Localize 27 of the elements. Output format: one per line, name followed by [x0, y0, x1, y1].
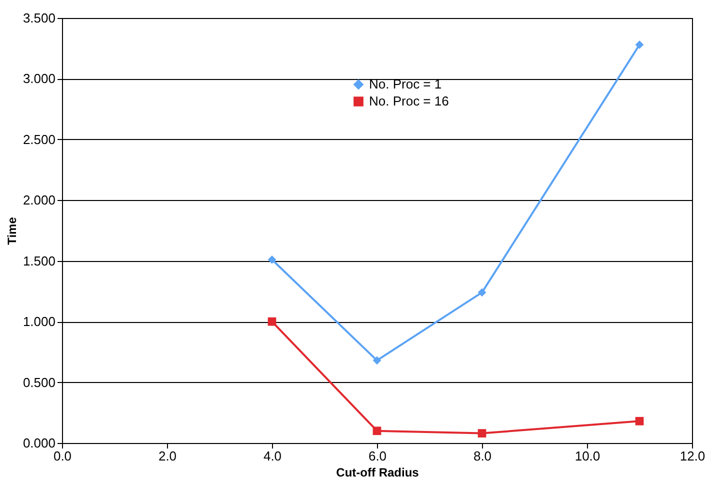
- x-axis-title: Cut-off Radius: [336, 466, 420, 480]
- y-axis-title: Time: [4, 216, 19, 245]
- x-tick-label: 6.0: [368, 448, 387, 464]
- point: [268, 317, 276, 326]
- y-tick-label: 2.500: [22, 132, 56, 147]
- x-tick-label: 12.0: [680, 448, 706, 464]
- y-tick-label: 2.000: [22, 192, 56, 208]
- y-tick-label: 0.000: [22, 436, 56, 450]
- x-tick-label: 8.0: [473, 448, 492, 464]
- y-tick-label: 3.000: [22, 71, 56, 86]
- y-tick-label: 3.500: [22, 10, 56, 26]
- y-tick-label: 1.000: [22, 314, 56, 330]
- point: [478, 429, 486, 438]
- x-tick-label: 4.0: [263, 448, 282, 464]
- y-tick-label: 0.500: [22, 374, 56, 390]
- point: [478, 288, 486, 297]
- y-tick-label: 1.500: [22, 253, 56, 268]
- point: [635, 416, 644, 426]
- x-tick-label: 10.0: [574, 448, 600, 464]
- point: [372, 356, 382, 365]
- legend-label: No. Proc = 16: [369, 94, 449, 108]
- point: [372, 426, 382, 436]
- point: [635, 40, 644, 49]
- legend-label: No. Proc = 1: [369, 76, 442, 92]
- x-tick-label: 2.0: [158, 448, 177, 464]
- x-tick-label: 0.0: [53, 448, 72, 464]
- point: [268, 255, 276, 264]
